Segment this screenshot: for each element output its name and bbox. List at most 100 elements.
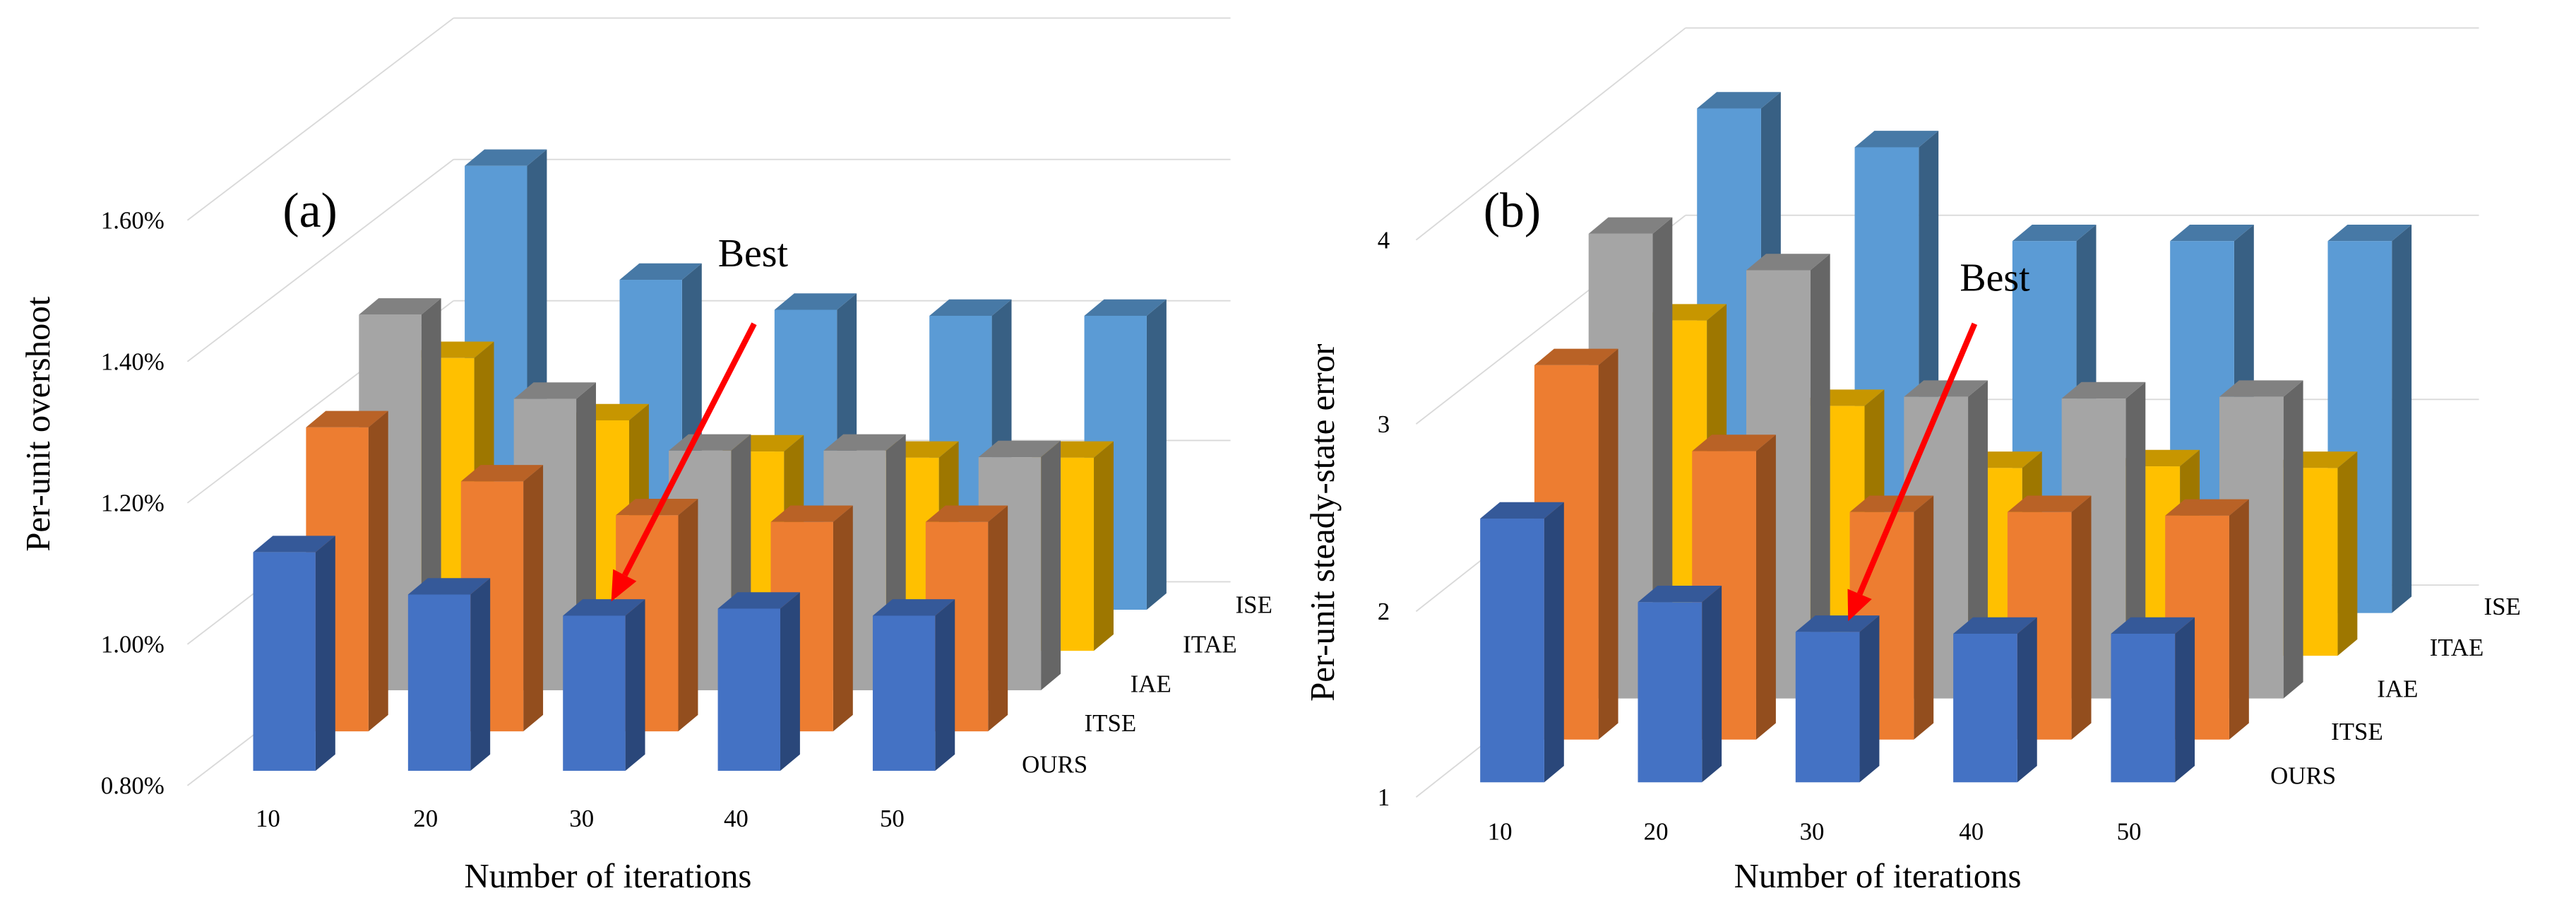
bar-side-face xyxy=(1914,495,1934,740)
bar-side-face xyxy=(2283,380,2303,699)
bar-top-face xyxy=(465,149,547,166)
series-label-iae: IAE xyxy=(1131,670,1171,697)
bar-top-face xyxy=(1746,254,1830,271)
bar-side-face xyxy=(2229,499,2249,740)
bar-top-face xyxy=(513,382,596,399)
bar-side-face xyxy=(935,599,955,771)
series-label-itae: ITAE xyxy=(2430,634,2484,661)
bar-side-face xyxy=(833,505,853,732)
bar-side-face xyxy=(523,465,544,732)
series-label-itse: ITSE xyxy=(1085,709,1137,737)
bar-top-face xyxy=(1084,299,1167,316)
bar-front-face xyxy=(872,615,936,771)
bar-side-face xyxy=(315,536,335,771)
bar-top-face xyxy=(2219,380,2303,397)
bar-top-face xyxy=(2012,224,2097,242)
x-tick-label: 20 xyxy=(1644,818,1669,846)
bar-side-face xyxy=(1598,348,1618,740)
bar-top-face xyxy=(1849,495,1934,512)
bar-top-face xyxy=(1795,615,1880,632)
bar-front-face xyxy=(2111,633,2176,783)
bar-top-face xyxy=(1534,348,1618,365)
bar-side-face xyxy=(470,578,491,771)
bar-ours-40 xyxy=(717,592,800,771)
bar-side-face xyxy=(678,498,698,732)
series-label-itae: ITAE xyxy=(1183,631,1237,658)
series-label-itse: ITSE xyxy=(2331,718,2383,745)
bar-side-face xyxy=(1094,441,1114,651)
bar-top-face xyxy=(717,592,800,609)
bar-top-face xyxy=(770,505,853,522)
bar-top-face xyxy=(253,536,335,552)
y-tick-label: 0.80% xyxy=(101,772,165,800)
series-label-ise: ISE xyxy=(1236,591,1272,619)
y-tick-label: 2 xyxy=(1378,598,1390,625)
chart-a-overshoot: 0.80% 1.00% 1.20% 1.40% 1.60% OURS ITSE IAE ITAE… xyxy=(18,17,1272,895)
x-tick-label: 30 xyxy=(1800,818,1825,846)
bar-side-face xyxy=(988,505,1008,732)
best-arrow-shaft xyxy=(1856,322,1978,596)
bar-top-face xyxy=(978,440,1061,458)
bar-top-face xyxy=(929,299,1012,316)
x-axis-title: Number of iterations xyxy=(464,856,751,895)
bar-side-face xyxy=(1652,217,1673,699)
bar-top-face xyxy=(2061,382,2146,399)
x-tick-label: 10 xyxy=(1488,818,1513,846)
bar-top-face xyxy=(872,599,955,616)
bar-ours-10 xyxy=(1480,502,1564,783)
bar-ours-20 xyxy=(1638,586,1722,783)
y-tick-label: 1 xyxy=(1378,784,1390,811)
bar-itse-10 xyxy=(1534,348,1618,740)
bar-side-face xyxy=(780,592,800,771)
y-tick-label: 3 xyxy=(1378,410,1390,438)
bar-side-face xyxy=(1755,435,1776,740)
side-gridline xyxy=(1415,27,1686,241)
bar-side-face xyxy=(1859,615,1880,783)
bar-side-face xyxy=(2392,224,2412,613)
series-ours xyxy=(253,536,955,771)
y-tick-label: 1.00% xyxy=(101,631,165,658)
bar-top-face xyxy=(1697,92,1781,109)
bar-top-face xyxy=(1638,586,1722,603)
x-tick-label: 50 xyxy=(880,805,905,832)
bar-top-face xyxy=(2165,499,2249,516)
bar-top-face xyxy=(1854,131,1939,148)
bar-ours-50 xyxy=(872,599,955,771)
best-arrow-shaft xyxy=(622,322,757,577)
x-tick-label: 10 xyxy=(256,805,280,832)
bar-top-face xyxy=(619,263,702,280)
bar-top-face xyxy=(925,505,1008,522)
bar-top-face xyxy=(306,410,388,427)
bar-ours-20 xyxy=(407,578,491,771)
bar-ours-30 xyxy=(1795,615,1880,783)
bar-top-face xyxy=(1480,502,1564,519)
bar-side-face xyxy=(2017,617,2037,783)
bar-side-face xyxy=(2071,495,2092,740)
bar-top-face xyxy=(563,599,645,616)
bar-side-face xyxy=(2337,451,2358,656)
bar-side-face xyxy=(1146,299,1167,610)
bar-ours-50 xyxy=(2111,617,2195,783)
x-tick-label: 50 xyxy=(2117,818,2142,846)
y-axis-title: Per-unit overshoot xyxy=(18,296,57,552)
bar-front-face xyxy=(1638,602,1703,783)
bar-top-face xyxy=(407,578,491,595)
bar-ours-40 xyxy=(1953,617,2037,783)
x-axis-title: Number of iterations xyxy=(1734,856,2022,895)
bar-side-face xyxy=(625,599,645,771)
bar-front-face xyxy=(563,615,626,771)
bar-front-face xyxy=(407,594,471,771)
bar-top-face xyxy=(2111,617,2195,634)
bar-top-face xyxy=(2007,495,2092,512)
panel-label: (a) xyxy=(282,184,337,238)
x-tick-label: 40 xyxy=(724,805,749,832)
bar-side-face xyxy=(1810,254,1830,699)
bar-top-face xyxy=(2327,224,2412,242)
bar-side-face xyxy=(2175,617,2195,783)
best-arrow-head xyxy=(1847,589,1872,622)
bar-ours-10 xyxy=(253,536,335,771)
bar-side-face xyxy=(1041,440,1061,691)
side-gridline xyxy=(186,158,454,362)
bar-side-face xyxy=(1544,502,1564,783)
